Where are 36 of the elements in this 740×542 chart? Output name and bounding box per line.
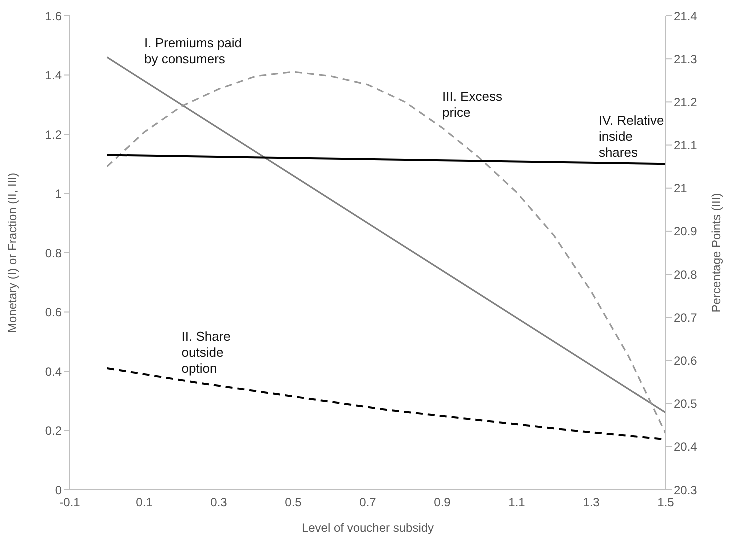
x-tick-label: 0.1 bbox=[136, 496, 154, 510]
y-tick-label: 0 bbox=[55, 483, 62, 498]
y2-tick-label: 20.9 bbox=[674, 224, 698, 239]
x-tick-label: 1.1 bbox=[508, 496, 526, 510]
y2-tick-label: 20.5 bbox=[674, 397, 698, 412]
y2-tick-label: 20.6 bbox=[674, 354, 698, 368]
y2-tick-label: 21 bbox=[674, 182, 688, 196]
y-tick-label: 0.8 bbox=[45, 246, 62, 260]
y-tick-label: 1.4 bbox=[45, 68, 62, 83]
y-tick-label: 1.2 bbox=[45, 128, 62, 142]
series-label: III. Excess price bbox=[442, 89, 503, 120]
y-tick-label: 0.2 bbox=[45, 424, 62, 438]
y2-tick-label: 21.2 bbox=[674, 95, 698, 110]
x-tick-label: 1.5 bbox=[658, 496, 675, 510]
y-tick-label: 0.6 bbox=[45, 306, 62, 320]
y2-tick-label: 20.7 bbox=[674, 310, 698, 325]
y2-tick-label: 20.3 bbox=[674, 483, 698, 498]
y-tick-label: 1 bbox=[55, 187, 62, 202]
x-tick-label: 0.3 bbox=[210, 496, 228, 510]
y2-tick-label: 20.8 bbox=[674, 268, 698, 282]
x-tick-label: -0.1 bbox=[60, 496, 81, 510]
x-tick-label: 0.9 bbox=[434, 496, 452, 510]
y2-tick-label: 21.1 bbox=[674, 138, 698, 153]
series-label: II. Share outside option bbox=[182, 329, 231, 376]
x-tick-label: 0.5 bbox=[285, 496, 302, 510]
y2-tick-label: 20.4 bbox=[674, 440, 698, 454]
y-tick-label: 1.6 bbox=[45, 9, 62, 24]
x-tick-label: 1.3 bbox=[583, 496, 600, 510]
y2-tick-label: 21.3 bbox=[674, 52, 698, 66]
x-tick-label: 0.7 bbox=[360, 496, 377, 510]
y-axis-title: Monetary (I) or Fraction (II, III) bbox=[5, 172, 20, 334]
y2-axis-title: Percentage Points (III) bbox=[709, 193, 724, 313]
series-label: I. Premiums paid by consumers bbox=[144, 36, 242, 67]
y-tick-label: 0.4 bbox=[45, 364, 62, 379]
y2-tick-label: 21.4 bbox=[674, 9, 698, 24]
series-label: IV. Relative inside shares bbox=[598, 112, 664, 160]
